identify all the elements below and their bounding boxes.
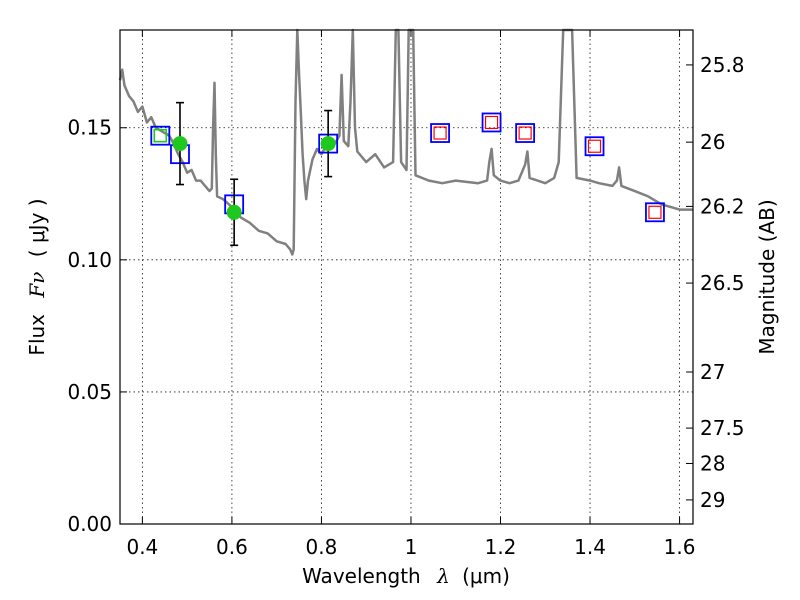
y-tick-label: 0.10 [67, 248, 112, 272]
model-photometry-square [150, 125, 171, 146]
model-photometry-square [584, 136, 605, 157]
observed-green-point [226, 204, 242, 220]
y2-tick-label: 27 [700, 360, 725, 384]
x-axis-label-unit: (μm) [462, 564, 510, 588]
y-axis-label-symbol: Fν [25, 272, 49, 299]
observed-red-square [587, 139, 602, 153]
model-photometry-square [645, 202, 665, 223]
y2-tick-label: 26 [700, 130, 725, 154]
y2-tick-label: 27.5 [700, 416, 745, 440]
x-tick-label: 0.6 [216, 535, 248, 559]
y2-tick-label: 26.2 [700, 194, 745, 218]
plot-frame [119, 29, 694, 525]
y-tick-label: 0.05 [67, 380, 112, 404]
observed-red-square [433, 126, 447, 140]
y-axis-label: Flux Fν ( μJy ) [25, 198, 49, 355]
observed-red-square [518, 126, 532, 140]
y2-tick-label: 28 [700, 451, 725, 475]
x-axis-label-symbol: λ [436, 564, 450, 588]
x-axis-label: Wavelength λ (μm) [302, 564, 510, 588]
model-photometry-square [515, 123, 536, 143]
y2-axis-label: Magnitude (AB) [755, 199, 779, 354]
model-photometry-square [430, 123, 450, 143]
y2-tick-label: 26.5 [700, 271, 745, 295]
x-tick-label: 1 [405, 535, 418, 559]
observed-red-square [648, 205, 662, 219]
y-axis-label-text: Flux [25, 314, 49, 356]
model-photometry-square [481, 112, 502, 133]
y2-tick-label: 25.8 [700, 53, 745, 77]
x-tick-label: 0.4 [126, 535, 158, 559]
x-tick-label: 0.8 [306, 535, 338, 559]
observed-red-square [484, 115, 499, 130]
x-tick-label: 1.4 [574, 535, 606, 559]
observed-green-square [153, 128, 168, 143]
observed-green-point [172, 136, 188, 152]
observed-green-point [320, 136, 336, 152]
y-axis-label-unit: ( μJy ) [25, 198, 49, 257]
y2-tick-label: 29 [700, 488, 725, 512]
axis-ticks: 0.4 0.6 0.8 1 1.2 1.4 1.6 0.00 0.05 0.10 0.15 25.8 2… [67, 30, 745, 559]
data-markers [150, 101, 665, 247]
x-tick-label: 1.6 [664, 535, 696, 559]
x-tick-label: 1.2 [485, 535, 517, 559]
y-tick-label: 0.15 [67, 116, 112, 140]
y-tick-label: 0.00 [67, 512, 112, 536]
x-axis-label-text: Wavelength [302, 564, 421, 588]
